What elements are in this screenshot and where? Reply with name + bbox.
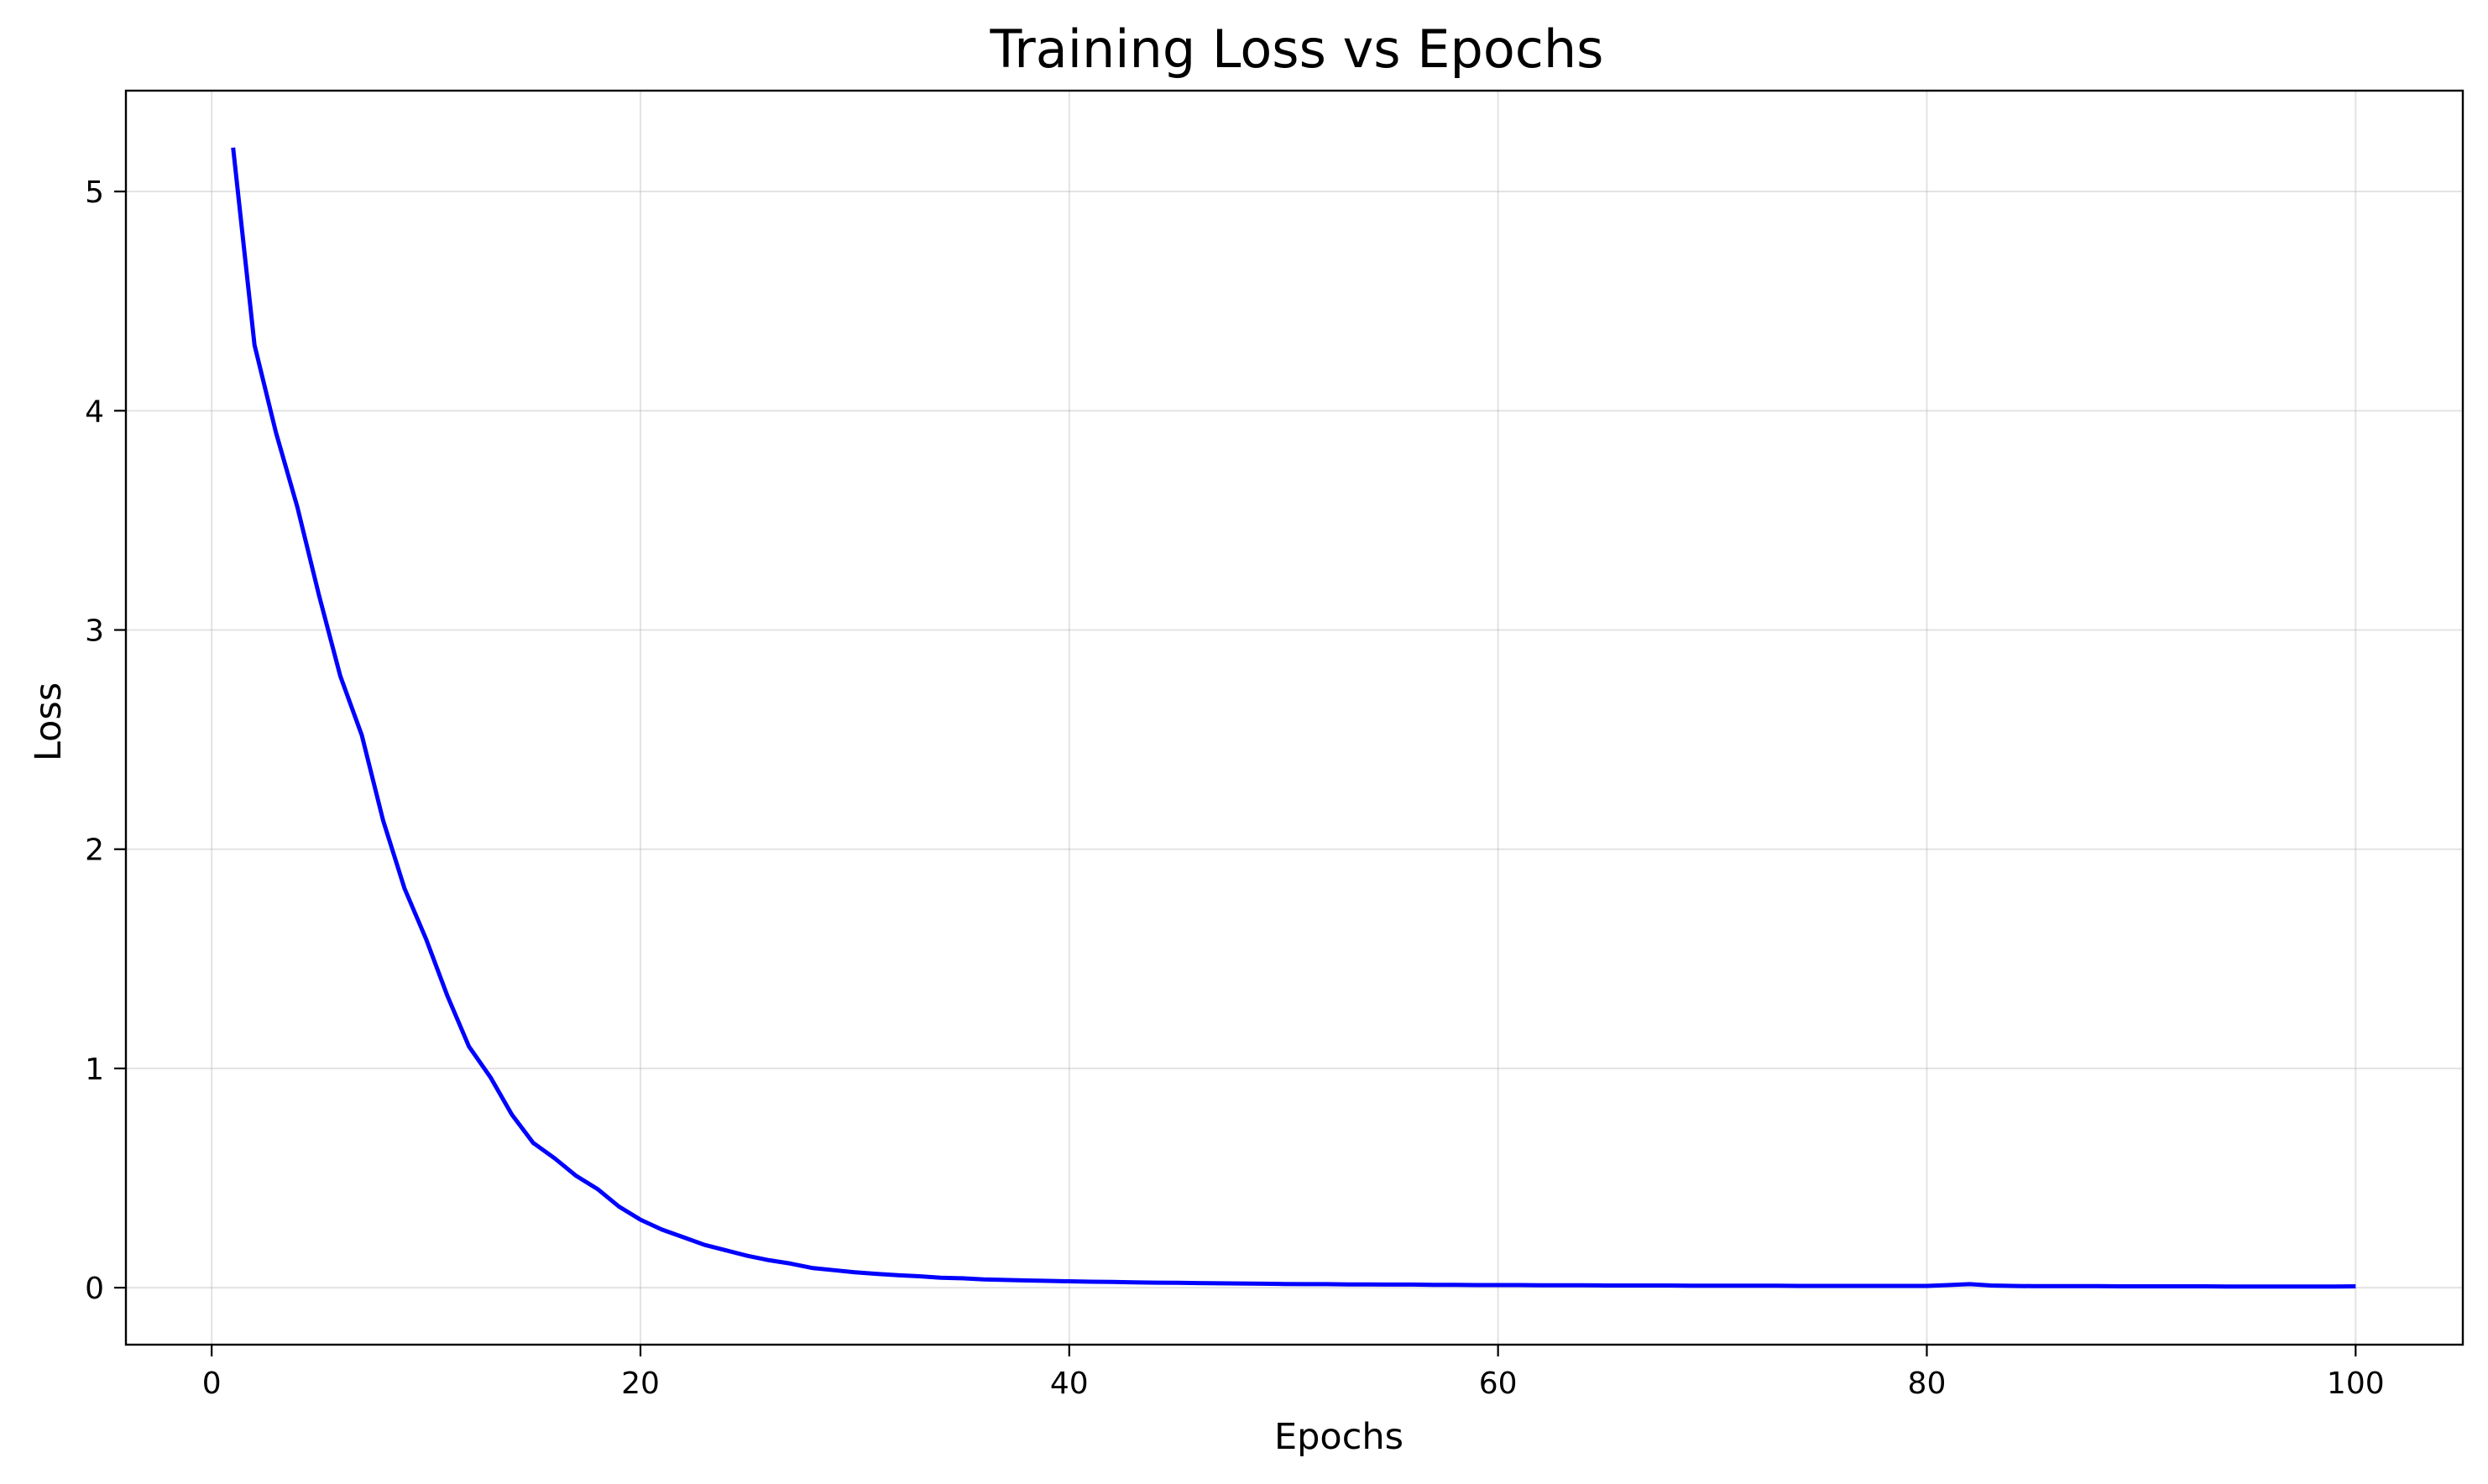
grid: [126, 91, 2463, 1345]
x-tick-label: 80: [1908, 1366, 1947, 1401]
series-lines: [231, 147, 2356, 1289]
x-tick-label: 60: [1479, 1366, 1518, 1401]
x-axis-label: Epochs: [1274, 1416, 1403, 1458]
chart-title: Training Loss vs Epochs: [990, 18, 1604, 80]
x-axis-ticks: 0 20 40 60 80 100: [202, 1345, 2385, 1401]
y-tick-label: 5: [85, 175, 104, 210]
training-loss-line: [231, 147, 2356, 1289]
y-tick-label: 3: [85, 614, 104, 649]
y-tick-label: 1: [85, 1053, 104, 1087]
y-axis-ticks: 0 1 2 3 4 5: [85, 175, 126, 1306]
x-tick-label: 40: [1050, 1366, 1089, 1401]
x-tick-label: 100: [2327, 1366, 2385, 1401]
y-tick-label: 0: [85, 1272, 104, 1306]
plot-frame: [124, 89, 2464, 1346]
y-tick-label: 2: [85, 833, 104, 868]
y-axis-label: Loss: [28, 682, 70, 761]
y-tick-label: 4: [85, 395, 104, 429]
x-tick-label: 20: [621, 1366, 660, 1401]
x-tick-label: 0: [202, 1366, 222, 1401]
